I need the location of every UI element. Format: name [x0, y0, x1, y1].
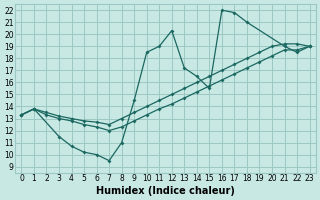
X-axis label: Humidex (Indice chaleur): Humidex (Indice chaleur) — [96, 186, 235, 196]
